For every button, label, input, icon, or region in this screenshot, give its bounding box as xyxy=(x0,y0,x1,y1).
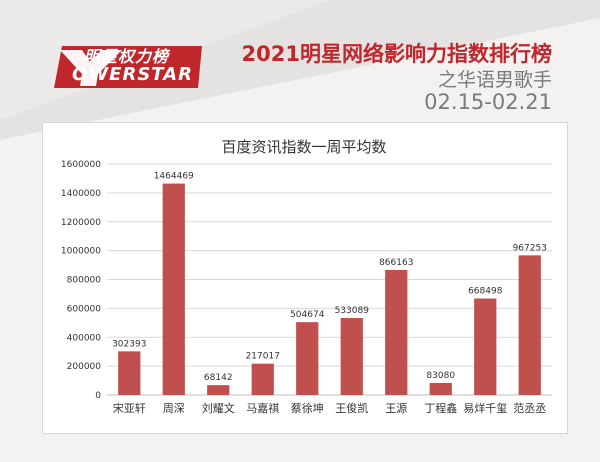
y-tick-label: 200000 xyxy=(67,362,102,372)
y-tick-label: 800000 xyxy=(67,276,102,286)
bar-chart: 百度资讯指数一周平均数 0 200000 400000 600000 800000 100… xyxy=(61,138,552,415)
x-tick-label: 刘耀文 xyxy=(202,401,235,415)
data-label: 967253 xyxy=(513,243,547,253)
bar xyxy=(474,298,497,395)
y-tick-label: 1400000 xyxy=(61,189,101,199)
logo-text-cn: 明星权力榜 xyxy=(84,47,170,66)
x-tick-label: 王源 xyxy=(385,401,407,415)
powerstar-logo xyxy=(54,46,202,88)
data-label: 1464469 xyxy=(154,172,194,182)
y-tick-label: 400000 xyxy=(67,333,102,343)
x-tick-label: 周深 xyxy=(163,402,185,415)
y-tick-label: 1000000 xyxy=(61,247,101,257)
y-tick-label: 1600000 xyxy=(61,160,101,170)
x-tick-label: 蔡徐坤 xyxy=(291,401,324,415)
data-label: 68142 xyxy=(204,373,233,383)
x-tick-label: 范丞丞 xyxy=(513,401,546,415)
data-label: 668498 xyxy=(468,286,503,296)
bar xyxy=(162,183,185,395)
x-tick-label: 宋亚轩 xyxy=(113,401,146,415)
logo-text-en: OWERSTAR xyxy=(72,64,193,85)
x-tick-label: 王俊凯 xyxy=(335,401,368,415)
bar xyxy=(296,322,319,395)
data-label: 217017 xyxy=(246,352,280,362)
y-tick-label: 600000 xyxy=(67,304,102,314)
data-label: 83080 xyxy=(426,371,455,381)
bar xyxy=(518,255,541,395)
date-range: 02.15-02.21 xyxy=(424,90,552,114)
bar xyxy=(340,318,363,395)
x-tick-label: 丁程鑫 xyxy=(424,401,457,415)
bar xyxy=(251,363,274,395)
bar xyxy=(118,351,141,395)
y-tick-label: 1200000 xyxy=(61,218,101,228)
data-label: 504674 xyxy=(290,310,325,320)
page-subtitle: 之华语男歌手 xyxy=(437,69,552,91)
page-title: 2021明星网络影响力指数排行榜 xyxy=(241,42,552,66)
data-label: 533089 xyxy=(335,306,370,316)
chart-title: 百度资讯指数一周平均数 xyxy=(221,138,386,156)
data-label: 866163 xyxy=(379,258,413,268)
x-tick-label: 易烊千玺 xyxy=(463,401,507,415)
data-label: 302393 xyxy=(112,339,146,349)
bar xyxy=(429,383,452,395)
bar xyxy=(385,269,408,395)
x-tick-label: 马嘉祺 xyxy=(246,401,279,415)
y-tick-label: 0 xyxy=(95,391,101,401)
bar xyxy=(207,385,230,395)
